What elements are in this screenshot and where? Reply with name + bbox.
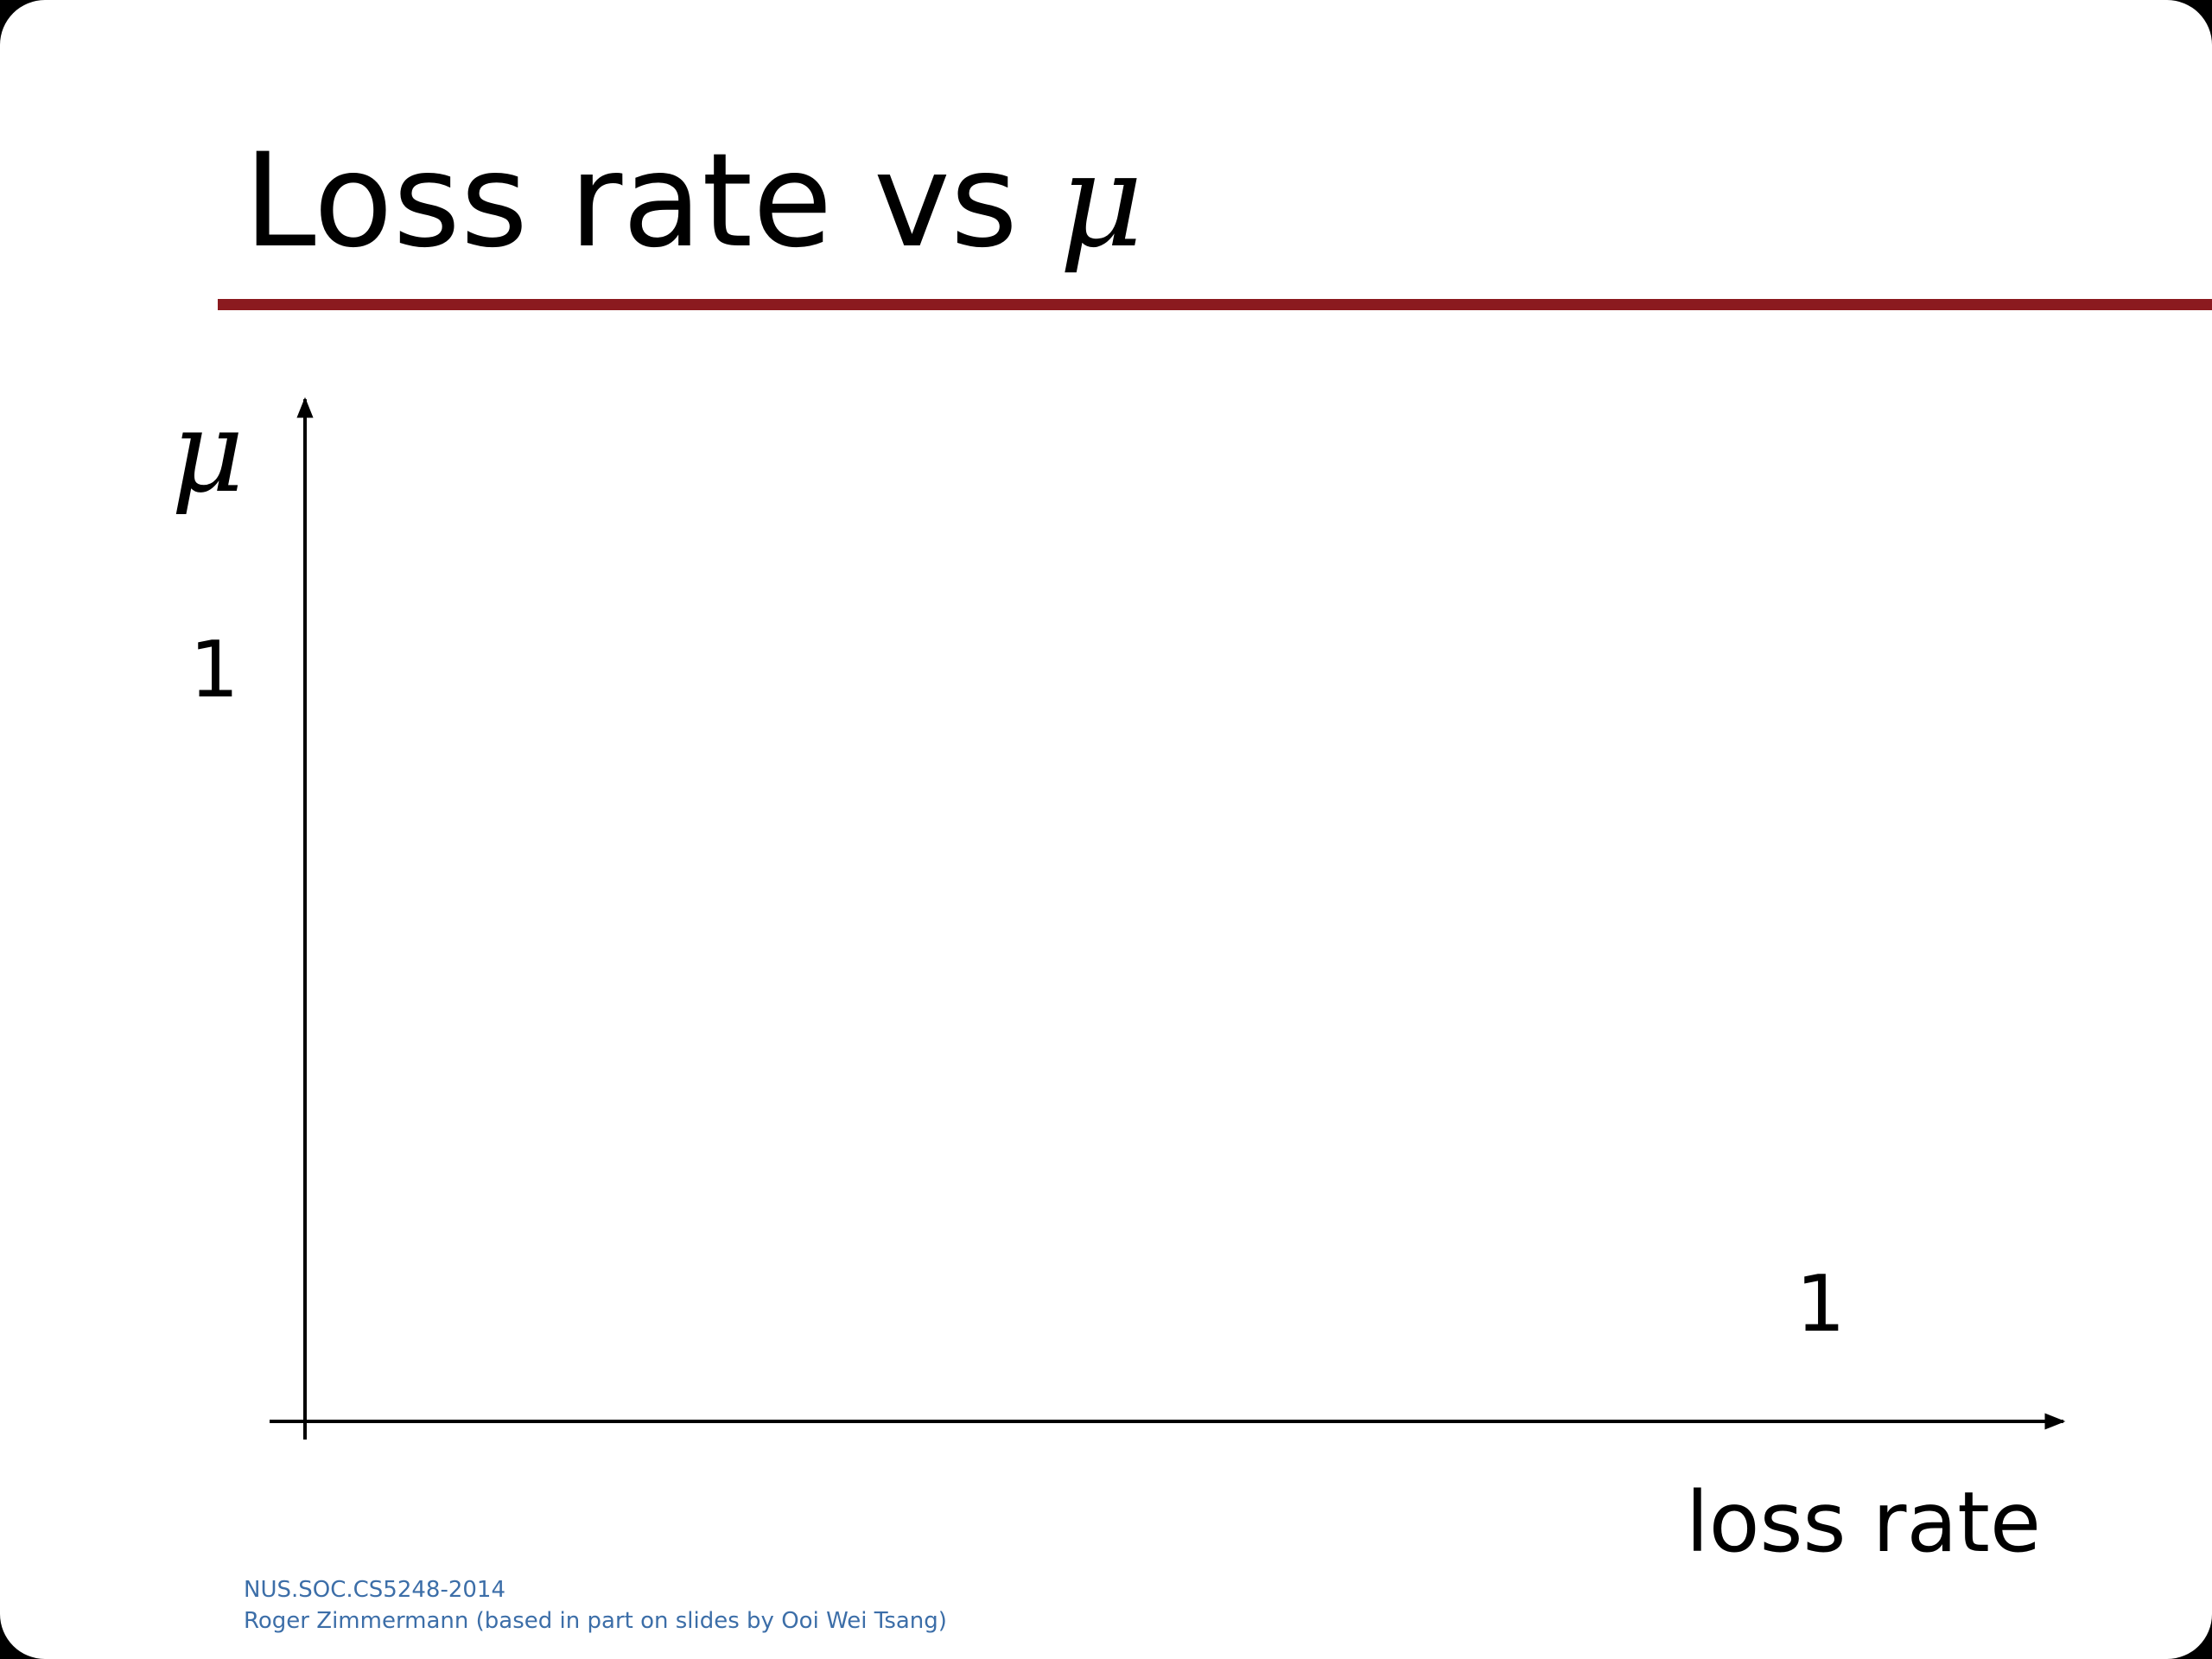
footer-course-code: NUS.SOC.CS5248-2014 bbox=[244, 1577, 506, 1603]
y-axis-tick-label: 1 bbox=[189, 625, 238, 715]
slide-title-mu-symbol: μ bbox=[1058, 126, 1144, 276]
y-axis-mu-label: μ bbox=[171, 386, 245, 518]
slide-title: Loss rate vs μ bbox=[244, 137, 1143, 266]
footer-credits: Roger Zimmermann (based in part on slide… bbox=[244, 1608, 947, 1634]
x-axis-tick-label: 1 bbox=[1796, 1259, 1845, 1350]
title-divider bbox=[218, 299, 2212, 310]
slide-footer: NUS.SOC.CS5248-2014 Roger Zimmermann (ba… bbox=[244, 1574, 947, 1637]
slide-title-text: Loss rate vs bbox=[244, 126, 1059, 276]
x-axis-title: loss rate bbox=[1686, 1474, 2041, 1571]
